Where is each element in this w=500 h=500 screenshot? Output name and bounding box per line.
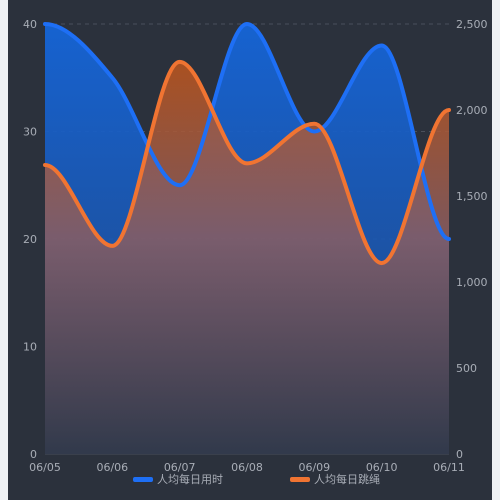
data-point[interactable] [312, 130, 316, 134]
axis-labels: 0 10 20 30 40 0 500 1,000 1,500 2,000 2,500 06/05 06… [23, 18, 488, 474]
legend-label: 人均每日跳绳 [314, 472, 380, 486]
x-tick-label: 06/05 [29, 461, 61, 474]
y-left-tick-label: 40 [23, 18, 37, 31]
data-point[interactable] [110, 76, 114, 80]
data-point[interactable] [245, 161, 249, 165]
data-point[interactable] [43, 22, 47, 26]
y-left-tick-label: 0 [30, 448, 37, 461]
page-margin-right [492, 0, 500, 500]
data-point[interactable] [110, 244, 114, 248]
data-point[interactable] [380, 261, 384, 265]
data-point[interactable] [178, 183, 182, 187]
x-tick-label: 06/11 [433, 461, 465, 474]
x-tick-label: 06/10 [366, 461, 398, 474]
y-left-tick-label: 20 [23, 233, 37, 246]
y-left-tick-label: 10 [23, 341, 37, 354]
legend-item-1[interactable]: 人均每日用时 [133, 472, 223, 486]
data-point[interactable] [43, 163, 47, 167]
data-point[interactable] [447, 108, 451, 112]
data-point[interactable] [245, 22, 249, 26]
data-point[interactable] [312, 122, 316, 126]
x-tick-label: 06/06 [96, 461, 128, 474]
legend[interactable]: 人均每日用时 人均每日跳绳 [133, 472, 380, 486]
series-lines [43, 21, 451, 266]
series-line-2[interactable] [43, 59, 451, 266]
y-right-tick-label: 0 [456, 448, 463, 461]
y-right-tick-label: 1,500 [456, 190, 488, 203]
area-fills [45, 24, 449, 455]
y-right-tick-label: 500 [456, 362, 477, 375]
y-left-tick-label: 30 [23, 126, 37, 139]
legend-swatch [290, 477, 310, 482]
data-point[interactable] [178, 60, 182, 64]
x-tick-label: 06/08 [231, 461, 263, 474]
legend-item-2[interactable]: 人均每日跳绳 [290, 472, 380, 486]
data-point[interactable] [380, 44, 384, 48]
x-tick-label: 06/07 [164, 461, 196, 474]
x-tick-label: 06/09 [298, 461, 330, 474]
y-right-tick-label: 2,500 [456, 18, 488, 31]
legend-label: 人均每日用时 [157, 472, 223, 486]
series-line-1[interactable] [43, 21, 451, 241]
page-margin-left [0, 0, 8, 500]
legend-swatch [133, 477, 153, 482]
data-point[interactable] [447, 237, 451, 241]
y-right-tick-label: 1,000 [456, 276, 488, 289]
y-right-tick-label: 2,000 [456, 104, 488, 117]
